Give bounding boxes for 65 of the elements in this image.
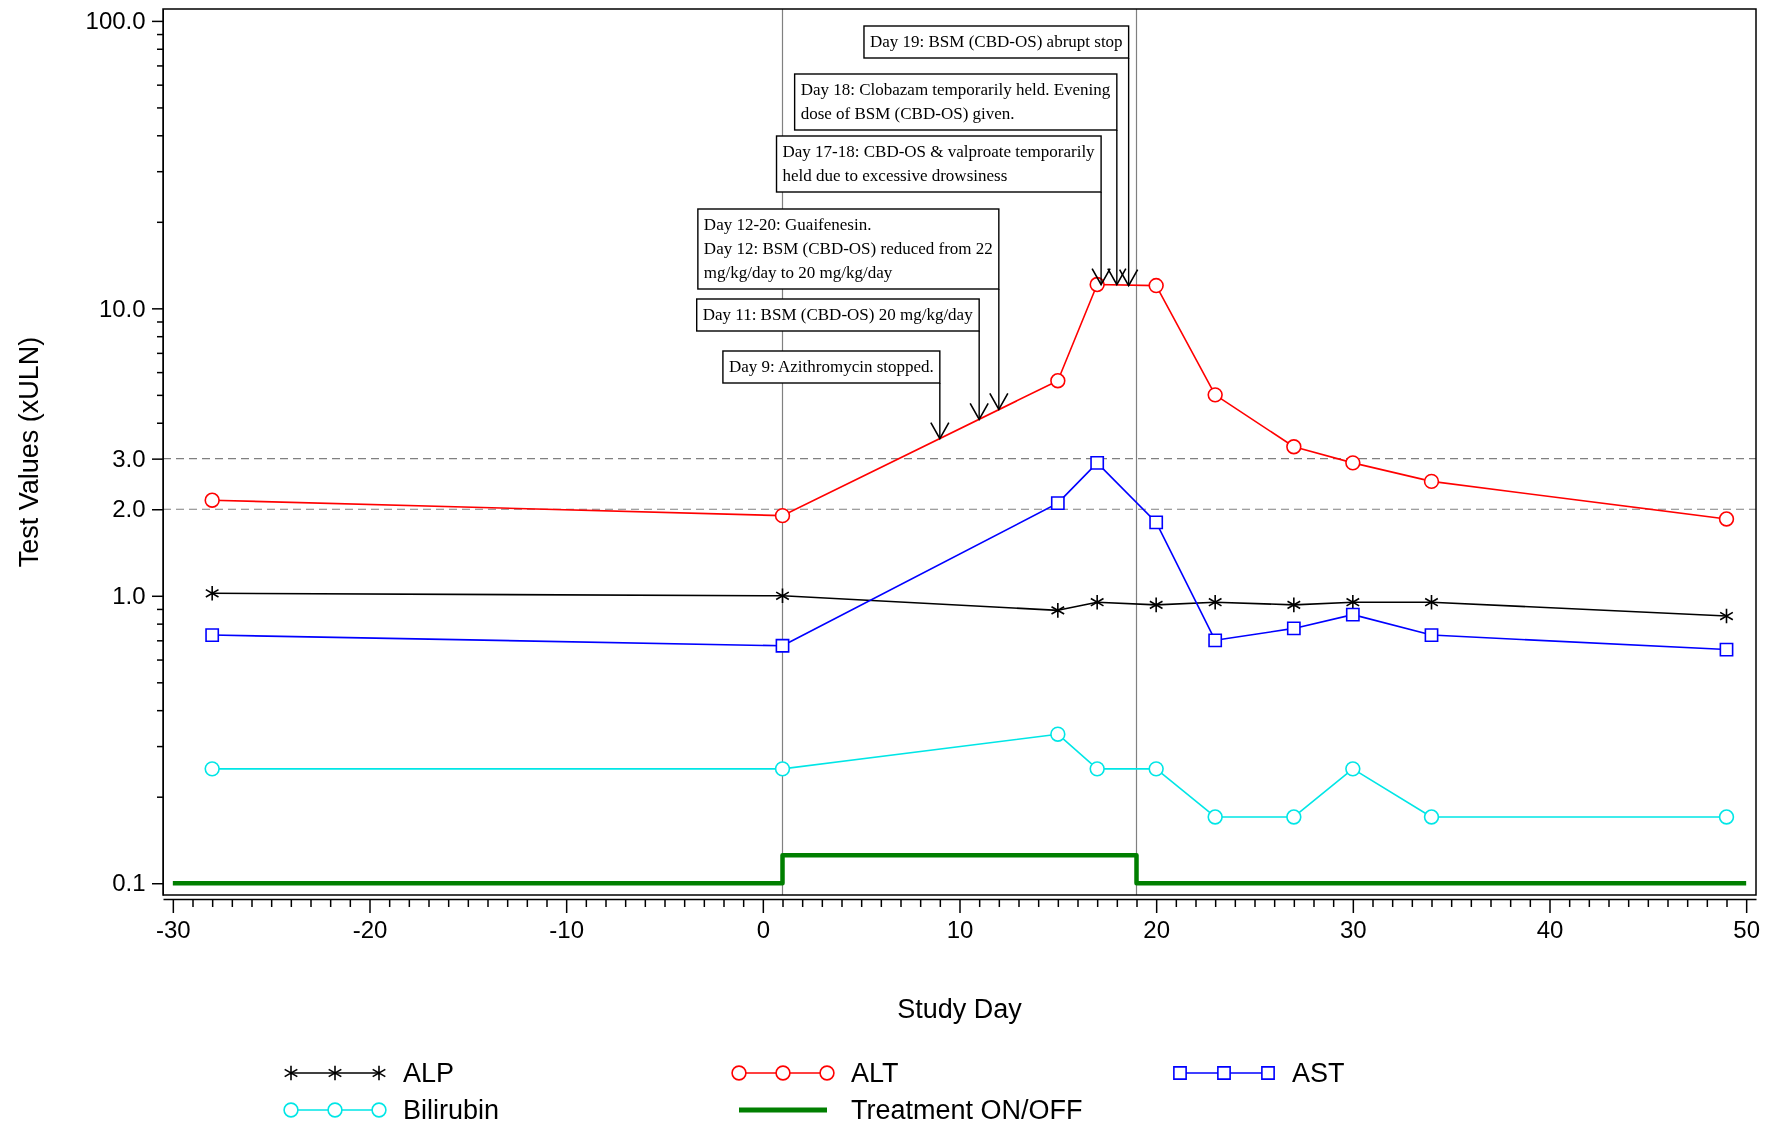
legend-label: AST xyxy=(1292,1058,1345,1088)
point xyxy=(1286,621,1301,636)
point xyxy=(1423,473,1440,490)
legend-label: ALP xyxy=(403,1058,455,1088)
point xyxy=(1718,511,1735,527)
x-tick-label: 30 xyxy=(1339,916,1367,943)
y-tick-label: 2.0 xyxy=(112,495,146,523)
y-tick-label: 3.0 xyxy=(112,444,146,472)
annotation: Day 18: Clobazam temporarily held. Evening dose of BSM (CBD-OS) given. xyxy=(800,80,1111,123)
point xyxy=(1345,761,1361,777)
point xyxy=(1050,373,1066,389)
annotation: Day 17-18: CBD-OS & valproate temporarily held due to excessive drowsiness xyxy=(782,142,1096,185)
point xyxy=(775,587,790,604)
y-tick-label: 100.0 xyxy=(85,7,146,35)
annotation: Day 12-20: Guaifenesin. Day 12: BSM (CBD-OS) reduced from 22 mg/kg/day to 20 mg/kg/day xyxy=(703,215,993,282)
point xyxy=(774,507,791,524)
point xyxy=(1208,594,1223,611)
legend-label: Bilirubin xyxy=(403,1095,500,1125)
annotation: Day 11: BSM (CBD-OS) 20 mg/kg/day xyxy=(702,305,974,324)
point xyxy=(1050,726,1066,742)
point xyxy=(205,585,220,602)
point xyxy=(1718,809,1735,825)
annotation: Day 9: Azithromycin stopped. xyxy=(728,357,934,376)
point xyxy=(1345,455,1361,471)
point xyxy=(1424,594,1439,611)
x-tick-label: -10 xyxy=(549,916,585,943)
y-tick-label: 0.1 xyxy=(112,869,146,897)
x-tick-label: 0 xyxy=(756,916,771,943)
x-tick-label: -30 xyxy=(155,916,191,943)
point xyxy=(204,761,220,777)
point xyxy=(1090,455,1105,470)
point xyxy=(1286,596,1301,613)
point xyxy=(1207,387,1223,403)
x-axis-title: Study Day xyxy=(897,994,1023,1024)
point xyxy=(1090,594,1105,611)
point xyxy=(1089,761,1105,777)
point xyxy=(1148,761,1164,777)
point xyxy=(1148,277,1164,294)
x-tick-label: 10 xyxy=(946,916,974,943)
point xyxy=(1345,607,1360,622)
point xyxy=(1149,596,1164,613)
point xyxy=(1050,496,1065,511)
y-axis-title: Test Values (xULN) xyxy=(14,336,44,568)
point xyxy=(1286,809,1302,825)
y-tick-label: 10.0 xyxy=(98,294,146,322)
x-tick-label: -20 xyxy=(352,916,388,943)
point xyxy=(205,628,220,642)
point xyxy=(1149,515,1164,530)
legend-label: Treatment ON/OFF xyxy=(851,1095,1083,1125)
point xyxy=(1208,633,1223,648)
x-tick-label: 20 xyxy=(1143,916,1171,943)
point xyxy=(1286,439,1302,455)
point xyxy=(1424,628,1439,642)
point xyxy=(1050,602,1065,619)
annotation: Day 19: BSM (CBD-OS) abrupt stop xyxy=(869,32,1123,51)
y-tick-label: 1.0 xyxy=(112,581,146,609)
x-tick-label: 50 xyxy=(1733,916,1761,943)
point xyxy=(1719,607,1734,625)
point xyxy=(1207,809,1223,825)
point xyxy=(774,761,791,777)
x-tick-label: 40 xyxy=(1536,916,1564,943)
point xyxy=(204,492,220,508)
legend-label: ALT xyxy=(851,1058,899,1088)
point xyxy=(775,638,790,653)
point xyxy=(1423,809,1440,825)
